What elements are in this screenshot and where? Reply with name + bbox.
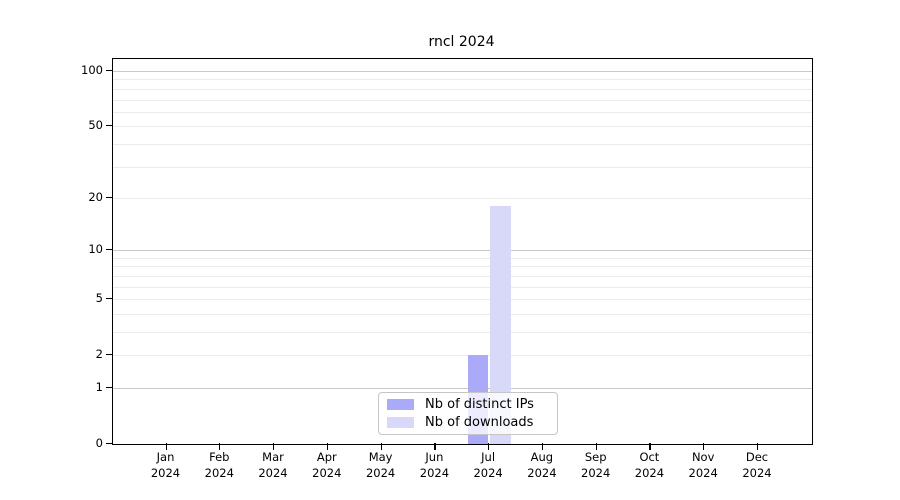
- x-tick-year-feb: 2024: [204, 465, 234, 480]
- x-tick-year-nov: 2024: [688, 465, 718, 480]
- x-tick-year-dec: 2024: [742, 465, 772, 480]
- gridline-minor-5: [113, 299, 812, 301]
- legend-label-downloads: Nb of downloads: [425, 414, 534, 430]
- y-tick-label-100: 100: [81, 63, 103, 77]
- gridline-minor-70: [113, 99, 812, 101]
- y-tick-label-0: 0: [95, 436, 103, 450]
- legend-swatch-distinct-ips: [387, 399, 414, 411]
- x-tick-label-feb: Feb 2024: [192, 450, 246, 481]
- gridline-minor-50: [113, 126, 812, 128]
- gridline-minor-4: [113, 313, 812, 315]
- gridline-minor-3: [113, 332, 812, 333]
- x-tick-label-sep: Sep 2024: [569, 450, 623, 481]
- x-tick-sep: [595, 443, 597, 450]
- legend: Nb of distinct IPs Nb of downloads: [378, 392, 558, 435]
- legend-swatch-downloads: [387, 416, 414, 428]
- x-tick-year-oct: 2024: [634, 465, 665, 480]
- gridline-minor-90: [113, 79, 812, 81]
- legend-item-downloads: Nb of downloads: [387, 415, 549, 430]
- gridline-minor-8: [113, 266, 812, 268]
- y-tick-2: [106, 354, 112, 356]
- y-tick-label-50: 50: [88, 118, 103, 133]
- gridline-minor-20: [113, 197, 812, 199]
- gridline-minor-6: [113, 286, 812, 288]
- x-tick-label-jul: Jul 2024: [461, 450, 515, 481]
- x-tick-label-nov: Nov 2024: [676, 450, 730, 481]
- x-tick-apr: [326, 443, 328, 450]
- x-tick-year-aug: 2024: [527, 465, 557, 480]
- x-tick-year-apr: 2024: [312, 465, 342, 480]
- x-tick-label-dec: Dec 2024: [730, 450, 784, 481]
- bar-nb-of-downloads-jul: [490, 206, 512, 444]
- x-tick-label-jan: Jan 2024: [139, 450, 193, 481]
- x-tick-feb: [219, 443, 221, 450]
- x-tick-nov: [703, 443, 705, 450]
- x-tick-oct: [649, 443, 651, 450]
- x-tick-dec: [757, 443, 759, 450]
- x-tick-mar: [273, 443, 275, 450]
- gridline-minor-2: [113, 355, 812, 357]
- gridline-minor-9: [113, 257, 812, 259]
- x-tick-label-oct: Oct 2024: [622, 450, 676, 481]
- x-tick-year-jun: 2024: [419, 465, 450, 480]
- x-tick-jun: [434, 443, 436, 450]
- chart-title: rncl 2024: [428, 34, 495, 50]
- x-tick-aug: [541, 443, 544, 450]
- y-tick-label-10: 10: [88, 242, 103, 257]
- y-tick-label-1: 1: [95, 380, 103, 394]
- legend-item-distinct-ips: Nb of distinct IPs: [387, 397, 549, 412]
- y-tick-label-2: 2: [95, 347, 103, 362]
- gridline-major-100: [113, 71, 812, 72]
- y-tick-label-20: 20: [88, 189, 103, 204]
- y-tick-20: [106, 196, 112, 199]
- gridline-minor-40: [113, 143, 812, 145]
- x-tick-year-sep: 2024: [581, 465, 611, 480]
- gridline-minor-7: [113, 275, 812, 277]
- x-tick-year-jul: 2024: [473, 465, 503, 480]
- legend-label-distinct-ips: Nb of distinct IPs: [425, 397, 534, 413]
- gridline-minor-30: [113, 166, 812, 168]
- y-tick-label-5: 5: [95, 291, 103, 306]
- y-tick-50: [106, 125, 112, 127]
- gridline-minor-60: [113, 111, 812, 113]
- x-tick-label-aug: Aug 2024: [515, 450, 569, 481]
- plot-area: [112, 58, 813, 445]
- y-tick-1: [106, 387, 112, 389]
- x-tick-year-may: 2024: [365, 465, 396, 480]
- x-tick-label-mar: Mar 2024: [246, 450, 300, 481]
- y-tick-5: [106, 298, 112, 300]
- x-tick-label-apr: Apr 2024: [300, 450, 354, 481]
- x-tick-label-may: May 2024: [354, 450, 408, 481]
- gridline-major-10: [113, 250, 812, 252]
- gridline-minor-80: [113, 88, 812, 90]
- x-tick-jul: [488, 443, 490, 450]
- x-tick-year-jan: 2024: [150, 465, 181, 480]
- x-tick-may: [380, 443, 382, 450]
- y-tick-100: [106, 70, 112, 72]
- x-tick-label-jun: Jun 2024: [407, 450, 461, 481]
- x-tick-jan: [165, 443, 167, 450]
- y-tick-0: [106, 443, 112, 445]
- gridline-major-1: [113, 388, 812, 389]
- x-tick-year-mar: 2024: [258, 465, 288, 480]
- y-tick-10: [106, 249, 112, 251]
